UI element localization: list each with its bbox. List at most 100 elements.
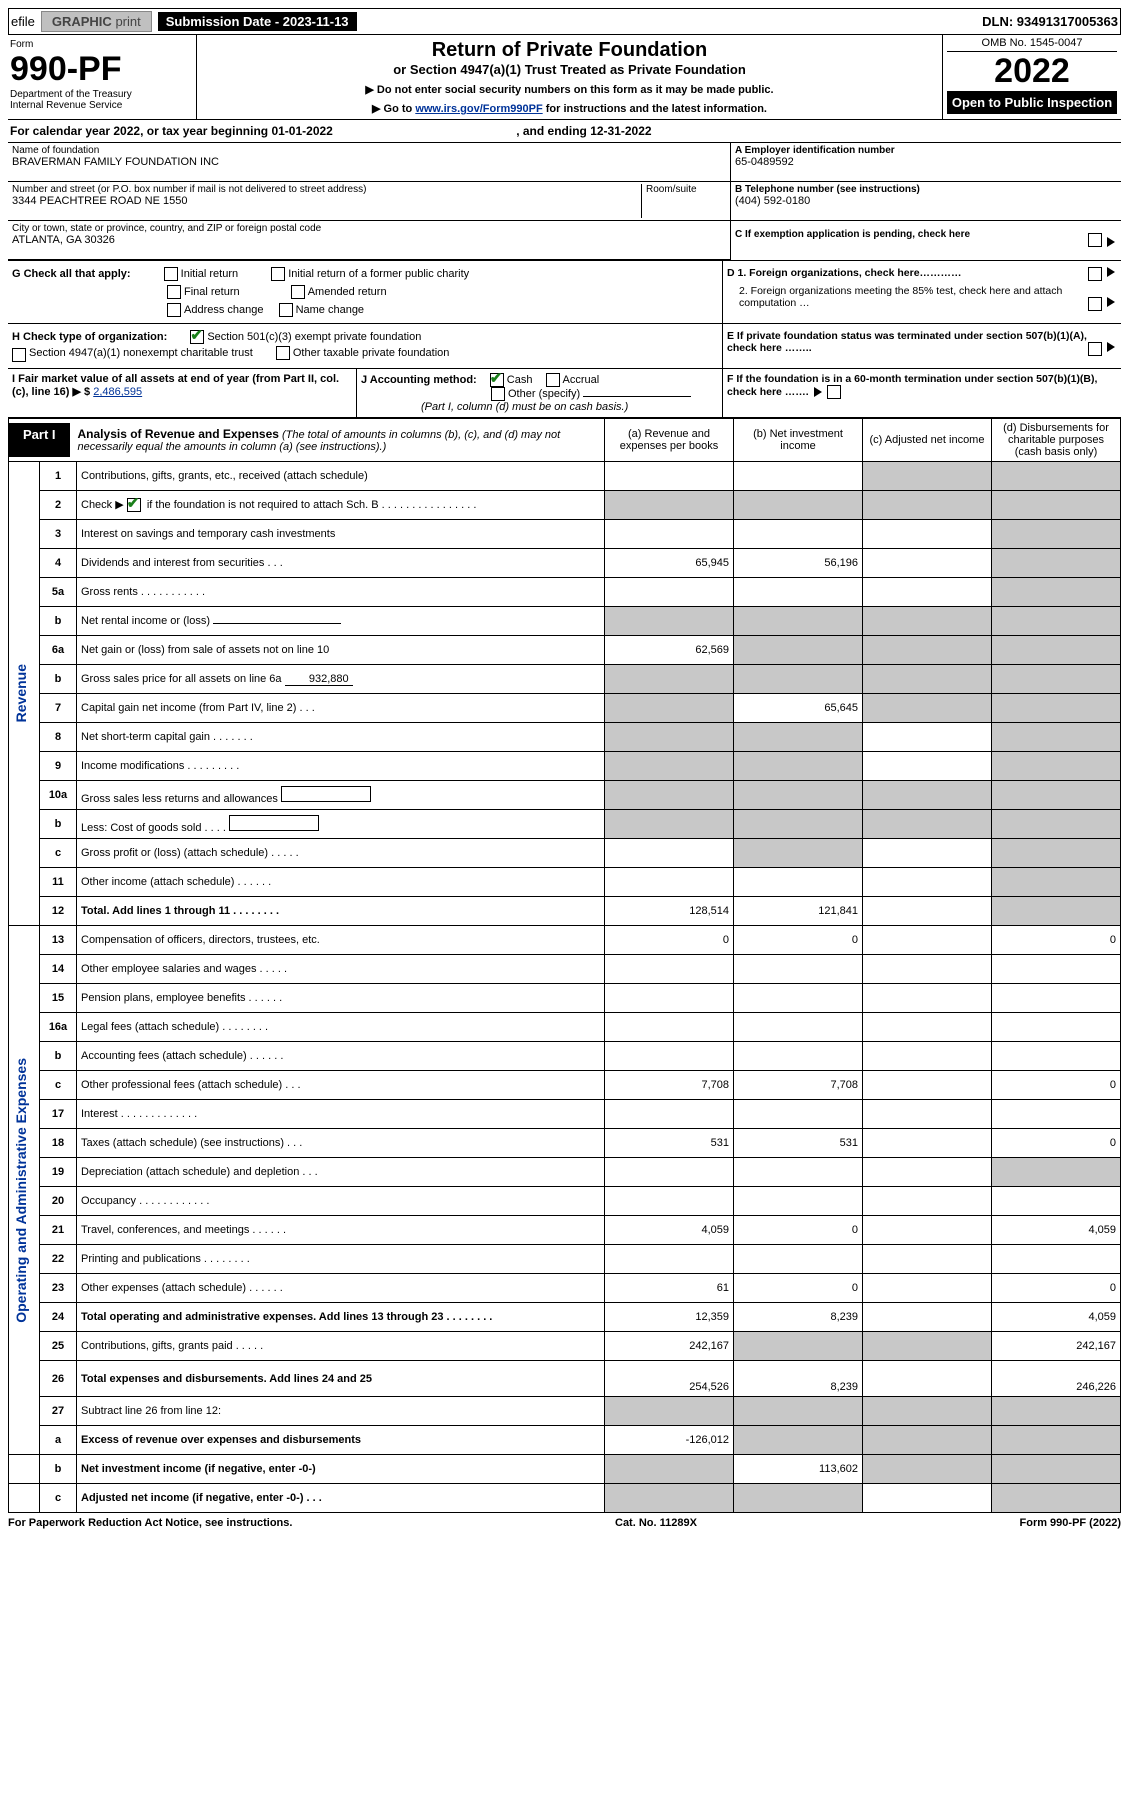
g-amended-checkbox[interactable] [291, 285, 305, 299]
e-checkbox[interactable] [1088, 342, 1102, 356]
arrow-icon [1107, 297, 1115, 307]
graphic-print-button[interactable]: GRAPHIC print [41, 11, 152, 32]
row-20: Occupancy . . . . . . . . . . . . [77, 1187, 605, 1216]
name-label: Name of foundation [12, 145, 726, 156]
r25-d: 242,167 [992, 1332, 1121, 1361]
r23-b: 0 [734, 1274, 863, 1303]
note2-pre: ▶ Go to [372, 103, 415, 115]
row-6b: Gross sales price for all assets on line… [77, 665, 605, 694]
j-note: (Part I, column (d) must be on cash basi… [421, 401, 628, 413]
irs-label: Internal Revenue Service [10, 100, 190, 111]
revenue-side-label: Revenue [13, 664, 29, 722]
i-value: 2,486,595 [93, 386, 142, 398]
part1-title: Analysis of Revenue and Expenses (The to… [70, 423, 604, 457]
row-27: Subtract line 26 from line 12: [77, 1397, 605, 1426]
row-18: Taxes (attach schedule) (see instruction… [77, 1129, 605, 1158]
form-header: Form 990-PF Department of the Treasury I… [8, 35, 1121, 120]
ein-label: A Employer identification number [735, 145, 895, 156]
r23-d: 0 [992, 1274, 1121, 1303]
calendar-year-row: For calendar year 2022, or tax year begi… [8, 120, 1121, 143]
row-9: Income modifications . . . . . . . . . [77, 752, 605, 781]
entity-block: Name of foundation BRAVERMAN FAMILY FOUN… [8, 143, 1121, 260]
col-c-header: (c) Adjusted net income [863, 419, 992, 462]
g-addr-change-checkbox[interactable] [167, 303, 181, 317]
submission-date-label: Submission Date - 2023-11-13 [158, 12, 357, 31]
r21-a: 4,059 [605, 1216, 734, 1245]
r6a-a: 62,569 [605, 636, 734, 665]
row-16a: Legal fees (attach schedule) . . . . . .… [77, 1013, 605, 1042]
i-label: I Fair market value of all assets at end… [12, 373, 339, 398]
row-24: Total operating and administrative expen… [77, 1303, 605, 1332]
g-final-checkbox[interactable] [167, 285, 181, 299]
row-6a: Net gain or (loss) from sale of assets n… [77, 636, 605, 665]
top-bar: efile GRAPHIC print Submission Date - 20… [8, 8, 1121, 35]
r13-b: 0 [734, 926, 863, 955]
page-footer: For Paperwork Reduction Act Notice, see … [8, 1513, 1121, 1529]
g-initial-former: Initial return of a former public charit… [288, 268, 469, 280]
form-ref: Form 990-PF (2022) [1020, 1517, 1121, 1529]
r13-d: 0 [992, 926, 1121, 955]
g-initial-checkbox[interactable] [164, 267, 178, 281]
row-5b: Net rental income or (loss) [77, 607, 605, 636]
h-opt3: Other taxable private foundation [293, 347, 450, 359]
row-22: Printing and publications . . . . . . . … [77, 1245, 605, 1274]
dept-label: Department of the Treasury [10, 89, 190, 100]
dln-label: DLN: 93491317005363 [982, 14, 1118, 29]
city-state-zip: ATLANTA, GA 30326 [12, 234, 726, 246]
r27a-a: -126,012 [605, 1426, 734, 1455]
c-checkbox[interactable] [1088, 233, 1102, 247]
irs-link[interactable]: www.irs.gov/Form990PF [415, 103, 542, 115]
j-accrual-checkbox[interactable] [546, 373, 560, 387]
calyear-pre: For calendar year 2022, or tax year begi… [10, 124, 271, 138]
schb-checkbox[interactable] [127, 498, 141, 512]
h-4947-checkbox[interactable] [12, 348, 26, 362]
g-initial-former-checkbox[interactable] [271, 267, 285, 281]
form-subtitle: or Section 4947(a)(1) Trust Treated as P… [203, 62, 936, 77]
e-label: E If private foundation status was termi… [727, 330, 1087, 354]
r24-b: 8,239 [734, 1303, 863, 1332]
j-other-checkbox[interactable] [491, 387, 505, 401]
graphic-label: GRAPHIC [52, 14, 112, 29]
h-opt1: Section 501(c)(3) exempt private foundat… [207, 331, 421, 343]
expenses-side-label: Operating and Administrative Expenses [13, 1058, 29, 1323]
r26-b: 8,239 [734, 1361, 863, 1397]
f-checkbox[interactable] [827, 385, 841, 399]
row-10c: Gross profit or (loss) (attach schedule)… [77, 839, 605, 868]
row-27c: Adjusted net income (if negative, enter … [77, 1484, 605, 1513]
r24-d: 4,059 [992, 1303, 1121, 1332]
h-label: H Check type of organization: [12, 331, 167, 343]
row-2-pre: Check ▶ [81, 499, 127, 511]
row-4: Dividends and interest from securities .… [77, 549, 605, 578]
open-public-badge: Open to Public Inspection [947, 91, 1117, 114]
phone-label: B Telephone number (see instructions) [735, 184, 920, 195]
r21-d: 4,059 [992, 1216, 1121, 1245]
row-8: Net short-term capital gain . . . . . . … [77, 723, 605, 752]
row-23: Other expenses (attach schedule) . . . .… [77, 1274, 605, 1303]
g-addr-change: Address change [184, 304, 264, 316]
g-name-change-checkbox[interactable] [279, 303, 293, 317]
d1-checkbox[interactable] [1088, 267, 1102, 281]
city-label: City or town, state or province, country… [12, 223, 726, 234]
row-13: Compensation of officers, directors, tru… [77, 926, 605, 955]
arrow-icon [1107, 342, 1115, 352]
r16c-d: 0 [992, 1071, 1121, 1100]
h-other-taxable-checkbox[interactable] [276, 346, 290, 360]
part1-table: Part I Analysis of Revenue and Expenses … [8, 418, 1121, 1513]
row-27b: Net investment income (if negative, ente… [77, 1455, 605, 1484]
h-501c3-checkbox[interactable] [190, 330, 204, 344]
r18-a: 531 [605, 1129, 734, 1158]
row-15: Pension plans, employee benefits . . . .… [77, 984, 605, 1013]
g-initial: Initial return [181, 268, 238, 280]
r21-b: 0 [734, 1216, 863, 1245]
row-5a: Gross rents . . . . . . . . . . . [77, 578, 605, 607]
r25-a: 242,167 [605, 1332, 734, 1361]
row-19: Depreciation (attach schedule) and deple… [77, 1158, 605, 1187]
d2-checkbox[interactable] [1088, 297, 1102, 311]
foundation-name: BRAVERMAN FAMILY FOUNDATION INC [12, 156, 726, 168]
calyear-mid: , and ending [516, 124, 590, 138]
c-label: C If exemption application is pending, c… [735, 229, 970, 240]
r27b-b: 113,602 [734, 1455, 863, 1484]
r18-b: 531 [734, 1129, 863, 1158]
j-cash-checkbox[interactable] [490, 373, 504, 387]
r12-a: 128,514 [605, 897, 734, 926]
